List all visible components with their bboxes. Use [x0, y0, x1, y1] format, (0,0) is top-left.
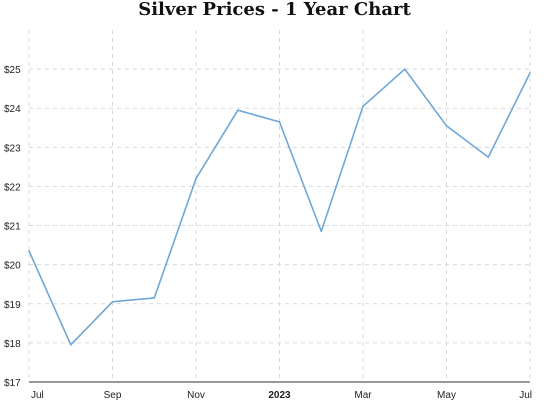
- y-tick-label: $20: [4, 261, 21, 272]
- chart-title: Silver Prices - 1 Year Chart: [138, 0, 411, 20]
- y-tick-labels: $17 $18 $19 $20 $21 $22 $23 $24 $25: [4, 65, 21, 389]
- data-point: [403, 68, 406, 70]
- data-point: [28, 250, 30, 252]
- y-tick-label: $22: [4, 182, 21, 193]
- x-tick-labels: Jul Sep Nov 2023 Mar May Jul: [31, 390, 532, 401]
- data-point: [195, 177, 197, 180]
- data-point: [445, 125, 448, 127]
- y-tick-label: $18: [4, 339, 21, 350]
- x-tick-label: Jul: [519, 390, 532, 401]
- x-tick-label: Nov: [187, 390, 205, 401]
- x-tick-label: Sep: [104, 390, 122, 401]
- series-group: [28, 68, 531, 346]
- data-point: [153, 297, 156, 299]
- y-tick-label: $21: [4, 222, 21, 233]
- data-point: [69, 344, 72, 346]
- y-grid-lines: [29, 68, 530, 344]
- x-tick-label: Jul: [31, 390, 44, 401]
- x-tick-label: Mar: [354, 390, 372, 401]
- data-point: [320, 230, 323, 233]
- y-tick-label: $24: [4, 104, 21, 115]
- y-tick-label: $25: [4, 65, 21, 76]
- data-point: [487, 156, 490, 158]
- x-tick-label: May: [437, 390, 456, 401]
- y-tick-label: $17: [4, 378, 21, 389]
- data-point: [278, 121, 281, 123]
- data-point: [111, 301, 114, 303]
- y-tick-label: $19: [4, 300, 21, 311]
- data-point: [236, 109, 239, 111]
- x-tick-label: 2023: [268, 390, 291, 401]
- data-point: [362, 105, 364, 108]
- x-grid-lines: [28, 30, 531, 382]
- data-point: [529, 72, 531, 74]
- y-tick-label: $23: [4, 143, 21, 154]
